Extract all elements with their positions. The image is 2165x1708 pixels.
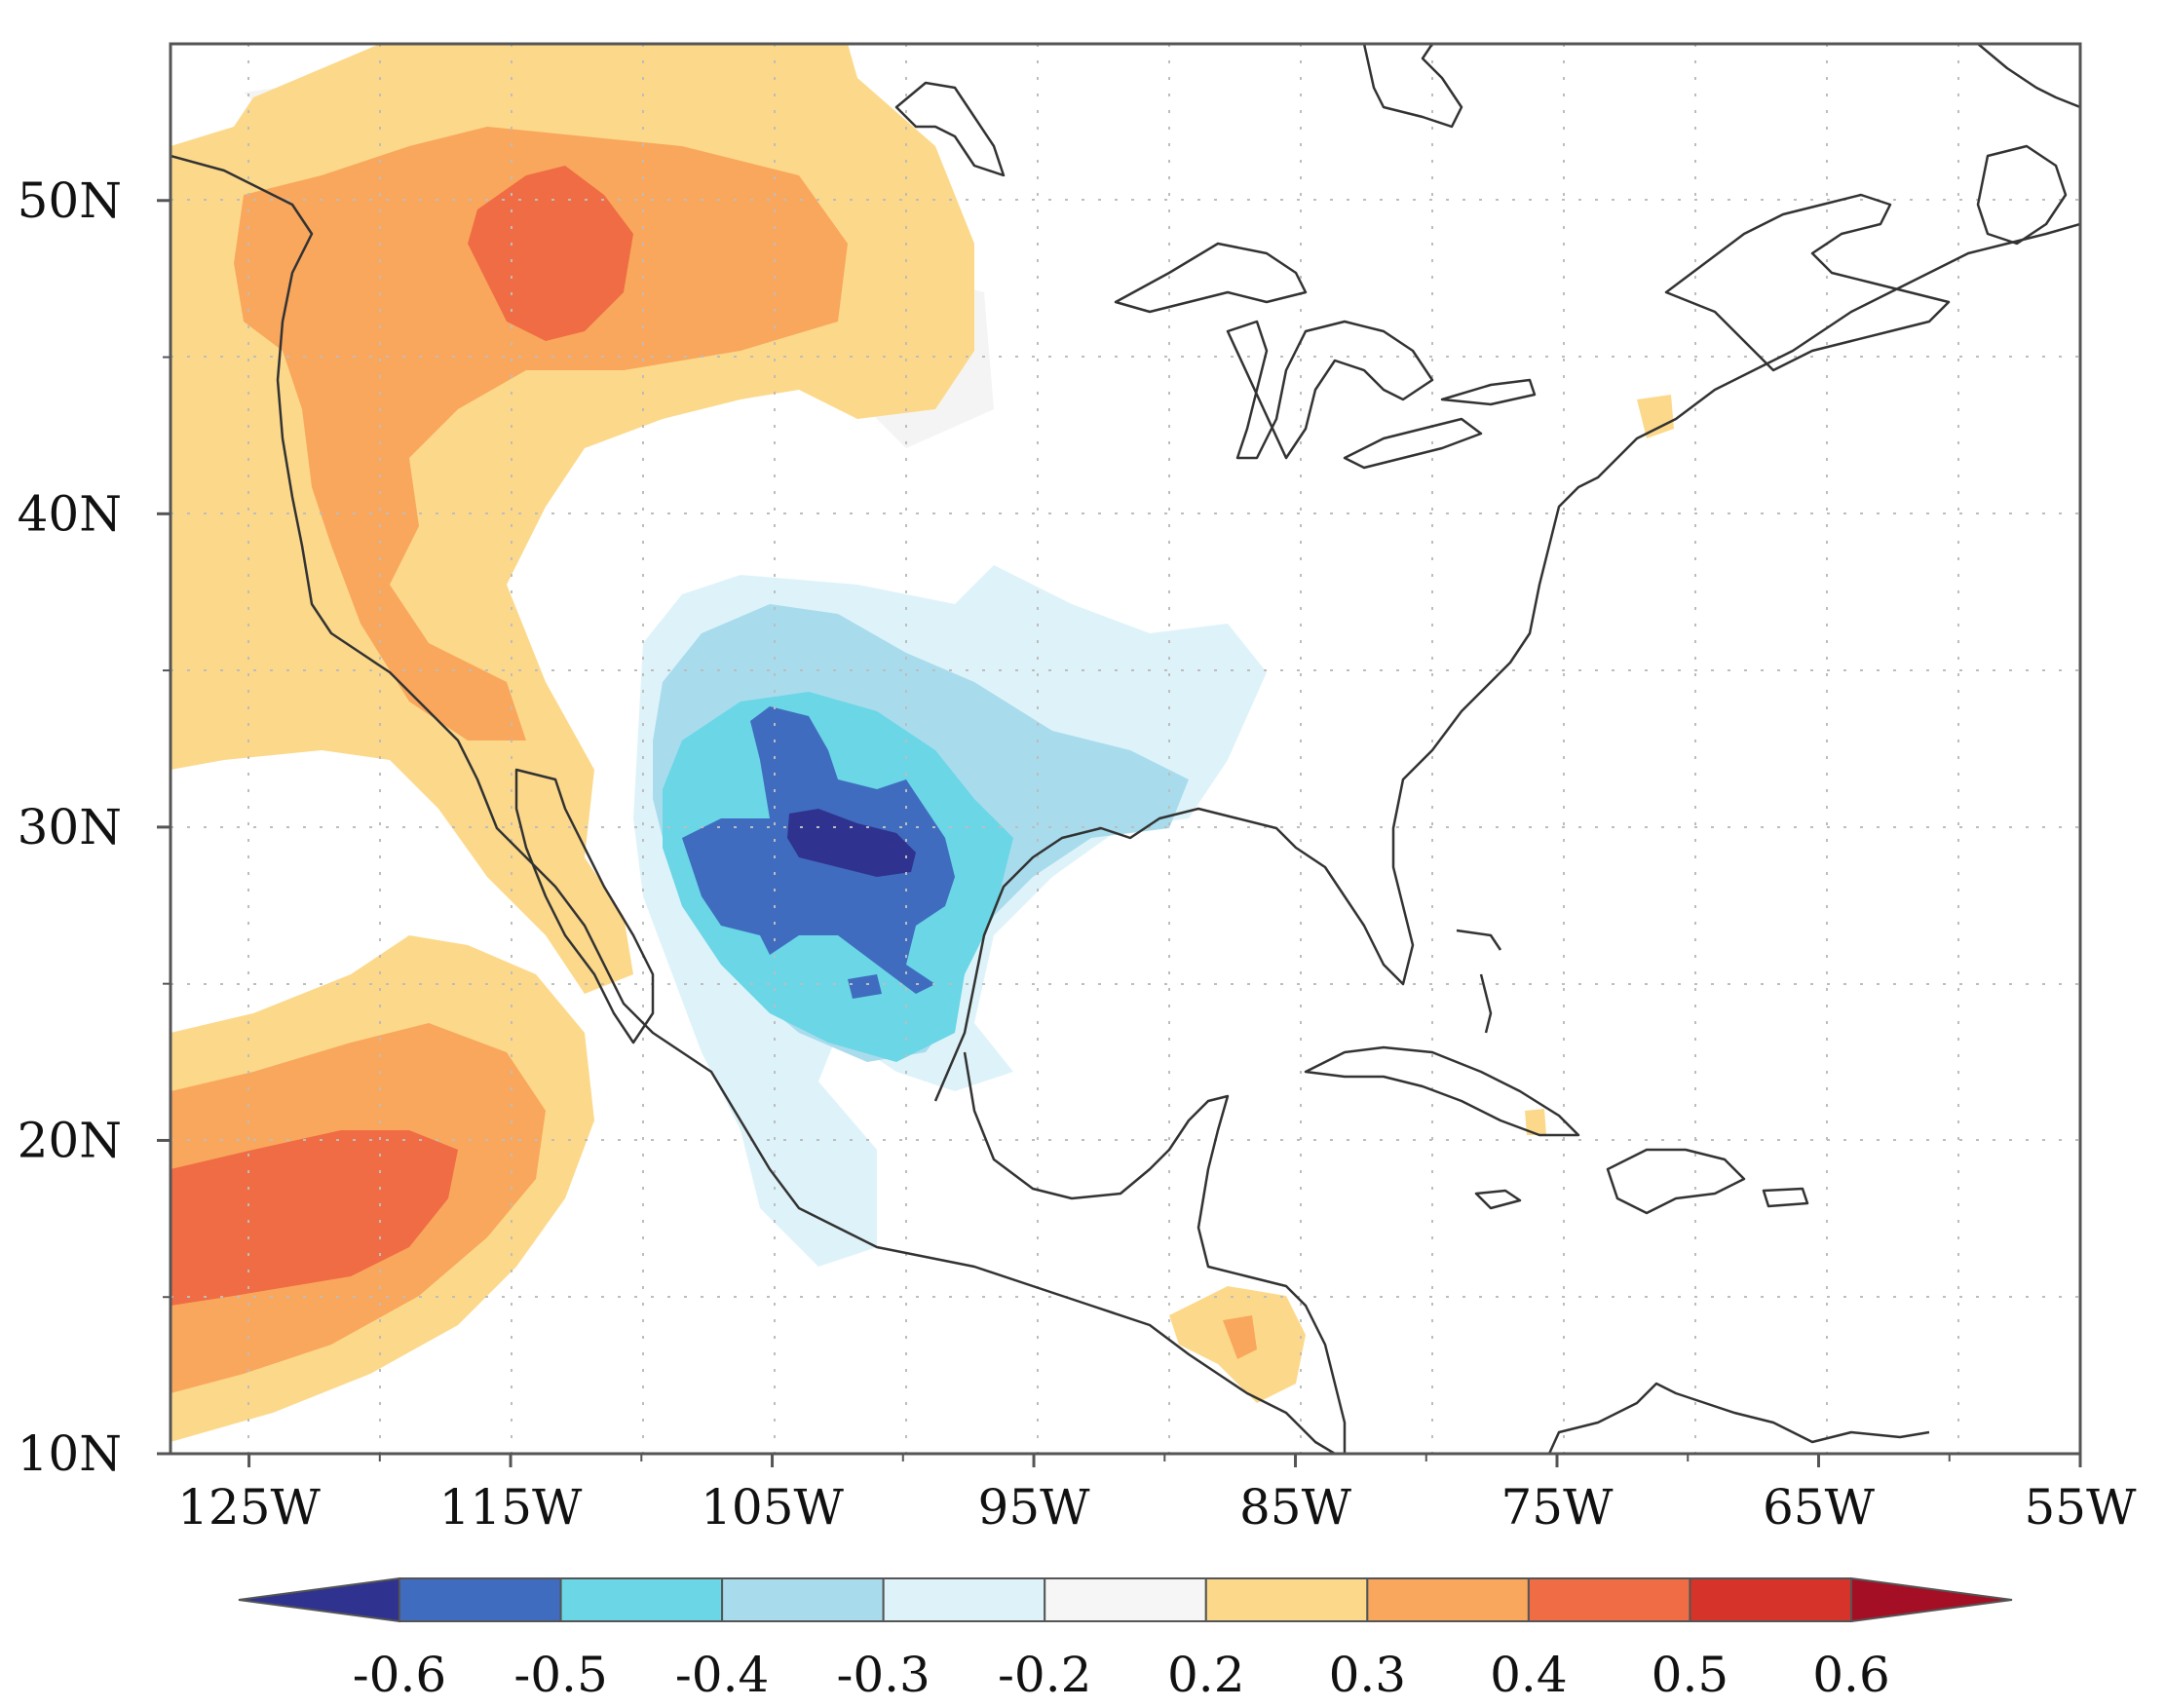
colorbar-level-label: 0.4	[1490, 1647, 1568, 1703]
x-tick-label: 125W	[177, 1479, 321, 1536]
y-tick-label: 30N	[18, 799, 122, 855]
small-positive-patch	[1525, 1109, 1546, 1135]
pacific-coastline	[171, 154, 1336, 1454]
colorbar-box	[1689, 1577, 1853, 1622]
newfoundland-coastline	[1976, 144, 2068, 246]
james-bay-coastline	[894, 81, 1006, 177]
colorbar-box	[1527, 1577, 1691, 1622]
y-tick-label: 10N	[18, 1425, 122, 1482]
colorbar-over-arrow	[1850, 1576, 2013, 1623]
colorbar-box	[1204, 1577, 1369, 1622]
x-tick-label: 65W	[1763, 1479, 1876, 1536]
x-tick-label: 75W	[1501, 1479, 1614, 1536]
lake-michigan-huron	[1226, 320, 1434, 460]
x-tick-label: 105W	[701, 1479, 844, 1536]
gulf-atlantic-coastline	[933, 222, 2080, 1102]
colorbar-level-label: 0.3	[1329, 1647, 1407, 1703]
colorbar-box	[1366, 1577, 1530, 1622]
colorbar-level-label: -0.2	[998, 1647, 1091, 1703]
jamaica-coastline	[1474, 1189, 1522, 1210]
colorbar-level-label: -0.6	[353, 1647, 446, 1703]
colorbar-box	[882, 1577, 1046, 1622]
colorbar-box	[1044, 1577, 1207, 1622]
western-positive-0.4	[468, 166, 633, 341]
negative-0.6	[787, 809, 916, 877]
puerto-rico-coastline	[1762, 1187, 1809, 1208]
colorbar-level-label: -0.3	[836, 1647, 930, 1703]
gridlines	[171, 44, 2080, 1454]
colorbar-level-label: 0.5	[1652, 1647, 1729, 1703]
colorbar-level-label: -0.5	[513, 1647, 607, 1703]
x-tick-label: 85W	[1239, 1479, 1352, 1536]
south-america-coastline	[1547, 1382, 1930, 1454]
colorbar-level-label: -0.4	[675, 1647, 769, 1703]
y-tick-label: 20N	[18, 1112, 122, 1168]
map-axes: 125W 115W 105W 95W 85W 75W 65W 55W 50N 40N 30N 20N 1…	[18, 172, 2137, 1536]
y-tick-label: 50N	[18, 172, 122, 229]
colorbar-box	[399, 1577, 562, 1622]
hispaniola-coastline	[1606, 1148, 1746, 1215]
coastlines	[171, 44, 2080, 1454]
cuba-coastline	[1304, 1045, 1580, 1137]
colorbar-box	[559, 1577, 724, 1622]
colorbar-box	[721, 1577, 885, 1622]
colorbar-under-arrow	[238, 1576, 400, 1623]
lake-superior	[1114, 242, 1308, 314]
st-lawrence-coastline	[1664, 193, 1951, 372]
central-america-positive-0.3	[1223, 1315, 1257, 1359]
hudson-bay-coastline	[1362, 44, 1463, 129]
anomaly-shading	[171, 44, 1674, 1442]
y-tick-label: 40N	[18, 485, 122, 542]
map-panel	[169, 42, 2082, 1456]
labrador-coastline	[1977, 44, 2080, 109]
x-tick-label: 115W	[439, 1479, 583, 1536]
western-positive-0.3	[234, 127, 848, 740]
small-positive-patch	[1637, 395, 1674, 438]
colorbar-level-label: 0.2	[1167, 1647, 1245, 1703]
bahamas-coastline	[1456, 929, 1502, 1034]
x-tick-label: 55W	[2024, 1479, 2137, 1536]
baja-california-coastline	[514, 768, 655, 1044]
colorbar: -0.6 -0.5 -0.4 -0.3 -0.2 0.2 0.3 0.4 0.5 0.6	[238, 1576, 2013, 1703]
map-frame	[169, 42, 2082, 1456]
x-tick-label: 95W	[978, 1479, 1091, 1536]
negative-0.5-speck	[848, 974, 882, 999]
yucatan-coastline	[963, 1051, 1347, 1454]
pacific-positive-0.4	[171, 1130, 458, 1306]
lake-erie-ontario	[1343, 378, 1537, 470]
colorbar-level-label: 0.6	[1812, 1647, 1890, 1703]
